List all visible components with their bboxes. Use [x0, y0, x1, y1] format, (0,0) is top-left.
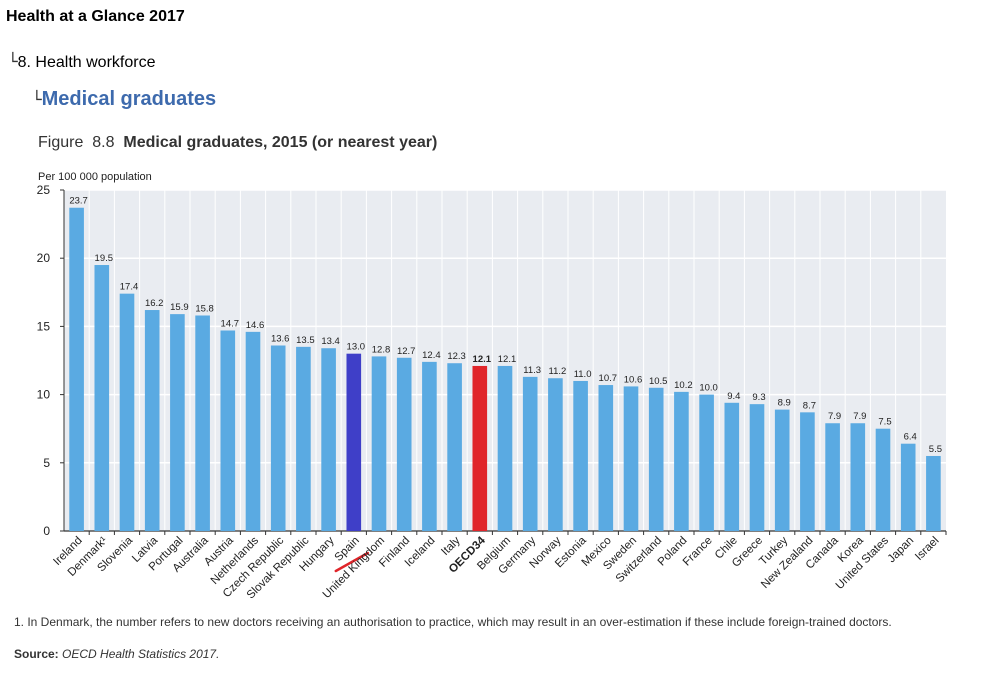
bar-23: [648, 387, 664, 531]
figure-title-text: Medical graduates, 2015 (or nearest year…: [123, 134, 438, 151]
y-tick-label: 10: [37, 388, 51, 402]
page-title-label: Medical graduates: [41, 88, 217, 110]
value-label-28: 8.9: [778, 398, 791, 409]
bar-16: [472, 365, 488, 531]
bar-13: [396, 357, 412, 531]
bar-9: [296, 346, 311, 531]
bar-18: [522, 376, 538, 531]
value-label-22: 10.6: [624, 374, 643, 385]
bar-8: [270, 345, 286, 531]
bar-7: [245, 331, 261, 531]
value-label-25: 10.0: [699, 383, 718, 394]
source-note: Source: OECD Health Statistics 2017.: [14, 647, 219, 661]
value-label-21: 10.7: [599, 373, 618, 384]
value-label-4: 15.9: [170, 302, 189, 313]
value-label-27: 9.3: [752, 392, 765, 403]
value-label-24: 10.2: [674, 380, 693, 391]
y-tick-label: 20: [37, 251, 51, 265]
value-label-19: 11.2: [549, 366, 567, 377]
y-axis-label: Per 100 000 population: [38, 171, 152, 183]
category-label-33: Japan: [886, 535, 917, 566]
value-label-34: 5.5: [929, 444, 942, 455]
value-label-6: 14.7: [221, 318, 240, 329]
bar-15: [447, 363, 462, 531]
value-label-2: 17.4: [120, 282, 139, 293]
y-tick-label: 25: [37, 183, 51, 197]
value-label-7: 14.6: [246, 320, 265, 331]
bar-14: [422, 361, 437, 531]
bar-19: [548, 378, 563, 531]
breadcrumb-level2-label[interactable]: 8. Health workforce: [17, 54, 156, 71]
bar-34: [926, 455, 941, 531]
bar-4: [170, 314, 185, 531]
tree-branch-icon: └: [32, 90, 42, 109]
y-tick-label: 5: [43, 456, 50, 470]
value-label-23: 10.5: [649, 376, 668, 387]
bar-3: [144, 310, 160, 531]
bar-22: [623, 386, 639, 531]
value-label-0: 23.7: [69, 196, 88, 207]
bar-21: [598, 385, 614, 531]
value-label-20: 11.0: [574, 369, 592, 380]
bar-25: [699, 394, 714, 531]
value-label-33: 6.4: [904, 432, 917, 443]
value-label-18: 11.3: [523, 365, 541, 376]
breadcrumb-top[interactable]: Health at a Glance 2017: [6, 8, 185, 25]
value-label-26: 9.4: [727, 391, 740, 402]
value-label-5: 15.8: [195, 303, 214, 314]
category-label-34: Israel: [913, 535, 941, 563]
value-label-31: 7.9: [853, 411, 866, 422]
bar-2: [119, 293, 135, 531]
figure-number: 8.8: [92, 134, 115, 151]
spain-annotation-mark: [334, 551, 370, 573]
value-label-3: 16.2: [145, 298, 164, 309]
bar-24: [674, 391, 689, 531]
source-text: OECD Health Statistics 2017.: [62, 647, 220, 661]
bar-33: [900, 443, 916, 531]
value-label-15: 12.3: [447, 351, 466, 362]
bar-10: [321, 348, 336, 531]
bar-12: [371, 356, 387, 531]
value-label-29: 8.7: [803, 400, 816, 411]
bar-29: [800, 412, 815, 531]
bar-20: [573, 380, 588, 531]
bar-6: [220, 330, 236, 531]
bar-5: [195, 315, 210, 531]
bar-31: [850, 423, 866, 531]
bar-17: [497, 365, 513, 531]
source-label: Source:: [14, 647, 59, 661]
bar-27: [749, 404, 765, 531]
bar-28: [774, 409, 790, 531]
bar-30: [825, 423, 840, 531]
value-label-14: 12.4: [422, 350, 441, 361]
value-label-1: 19.5: [95, 253, 114, 264]
value-label-17: 12.1: [498, 354, 517, 365]
bar-32: [875, 428, 891, 531]
bar-26: [724, 402, 740, 531]
figure-label: Figure: [38, 134, 84, 151]
bar-0: [69, 207, 84, 531]
value-label-10: 13.4: [321, 336, 340, 347]
value-label-8: 13.6: [271, 333, 290, 344]
value-label-32: 7.5: [878, 417, 891, 428]
tree-branch-icon: └: [8, 52, 18, 71]
page-title: └Medical graduates: [32, 88, 216, 111]
bar-1: [94, 265, 110, 531]
y-tick-label: 15: [37, 319, 51, 333]
figure-title: Figure 8.8 Medical graduates, 2015 (or n…: [38, 134, 437, 152]
value-label-9: 13.5: [296, 335, 315, 346]
value-label-12: 12.8: [372, 344, 391, 355]
y-tick-label: 0: [43, 524, 50, 538]
bar-11: [346, 353, 362, 531]
value-label-11: 13.0: [347, 342, 366, 353]
breadcrumb-level2[interactable]: └8. Health workforce: [8, 52, 155, 72]
value-label-30: 7.9: [828, 411, 841, 422]
value-label-16: 12.1: [473, 354, 492, 365]
footnote: 1. In Denmark, the number refers to new …: [14, 615, 892, 629]
value-label-13: 12.7: [397, 346, 416, 357]
